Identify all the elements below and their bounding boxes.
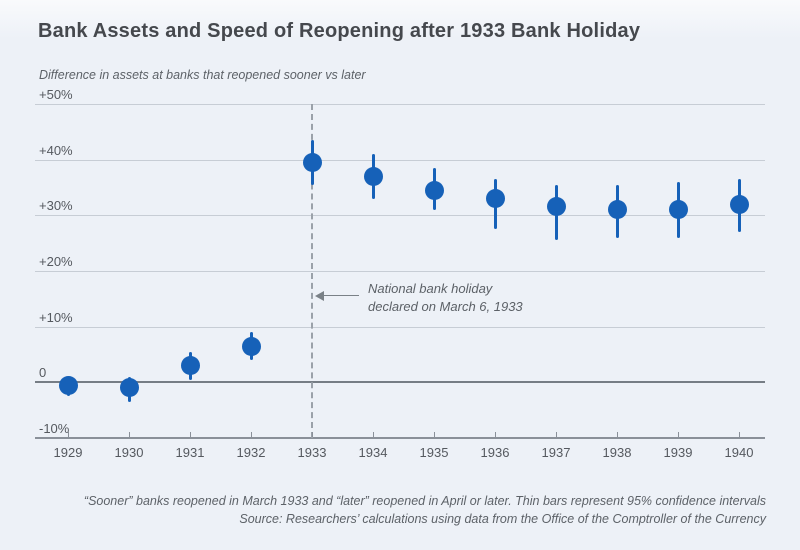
gridline-30 <box>35 215 765 217</box>
gridline-10 <box>35 326 765 328</box>
data-point-1935 <box>424 180 444 200</box>
data-point-1937 <box>546 197 566 217</box>
event-dashed-line <box>311 104 313 438</box>
x-tick-1936 <box>495 432 496 437</box>
x-axis-label-1935: 1935 <box>419 445 449 460</box>
x-axis-label-1939: 1939 <box>663 445 693 460</box>
x-axis-label-1934: 1934 <box>358 445 388 460</box>
zero-gridline <box>35 381 765 384</box>
figure-footer: “Sooner” banks reopened in March 1933 an… <box>21 492 766 528</box>
footnote-text: “Sooner” banks reopened in March 1933 an… <box>83 494 766 508</box>
y-axis-label-40: +40% <box>39 142 73 158</box>
y-axis-label-30: +30% <box>39 198 73 214</box>
data-point-1939 <box>668 200 688 220</box>
x-axis-line <box>35 437 765 439</box>
gridline-50 <box>35 104 765 105</box>
event-annotation-line1: National bank holiday <box>368 281 493 296</box>
x-tick-1930 <box>129 432 130 437</box>
y-axis-label-20: +20% <box>39 254 73 269</box>
source-text: Source: Researchers’ calculations using … <box>239 512 766 526</box>
chart-subtitle: Difference in assets at banks that reope… <box>39 68 366 82</box>
data-point-1929 <box>58 375 78 395</box>
x-axis-label-1930: 1930 <box>114 445 144 460</box>
y-axis-label--10: -10% <box>39 421 70 436</box>
annotation-arrow-line <box>323 295 359 296</box>
data-point-1934 <box>363 166 383 186</box>
x-axis-label-1936: 1936 <box>480 445 510 460</box>
x-tick-1933 <box>312 432 313 437</box>
x-axis-label-1929: 1929 <box>53 445 83 460</box>
gridline-40 <box>35 159 765 161</box>
data-point-1930 <box>119 378 139 398</box>
x-tick-1929 <box>68 432 69 437</box>
x-axis-label-1937: 1937 <box>541 445 571 460</box>
event-annotation-line2: declared on March 6, 1933 <box>368 299 523 314</box>
y-axis-label-50: +50% <box>39 87 73 102</box>
x-tick-1939 <box>678 432 679 437</box>
x-axis-label-1940: 1940 <box>724 445 754 460</box>
data-point-1931 <box>180 356 200 376</box>
x-axis-label-1938: 1938 <box>602 445 632 460</box>
data-point-1938 <box>607 200 627 220</box>
data-point-1932 <box>241 336 261 356</box>
data-point-1936 <box>485 189 505 209</box>
x-axis-label-1933: 1933 <box>297 445 327 460</box>
x-tick-1932 <box>251 432 252 437</box>
event-annotation: National bank holiday declared on March … <box>368 280 523 316</box>
x-tick-1935 <box>434 432 435 437</box>
gridline-20 <box>35 271 765 272</box>
y-axis-label-10: +10% <box>39 309 73 325</box>
x-axis-label-1932: 1932 <box>236 445 266 460</box>
x-tick-1938 <box>617 432 618 437</box>
data-point-1933 <box>302 152 322 172</box>
data-point-1940 <box>729 194 749 214</box>
x-tick-1937 <box>556 432 557 437</box>
x-tick-1940 <box>739 432 740 437</box>
annotation-arrow-head-icon <box>315 291 324 301</box>
y-axis-label-0: 0 <box>39 365 47 381</box>
x-axis-label-1931: 1931 <box>175 445 205 460</box>
x-tick-1934 <box>373 432 374 437</box>
x-tick-1931 <box>190 432 191 437</box>
chart-title: Bank Assets and Speed of Reopening after… <box>38 20 641 42</box>
